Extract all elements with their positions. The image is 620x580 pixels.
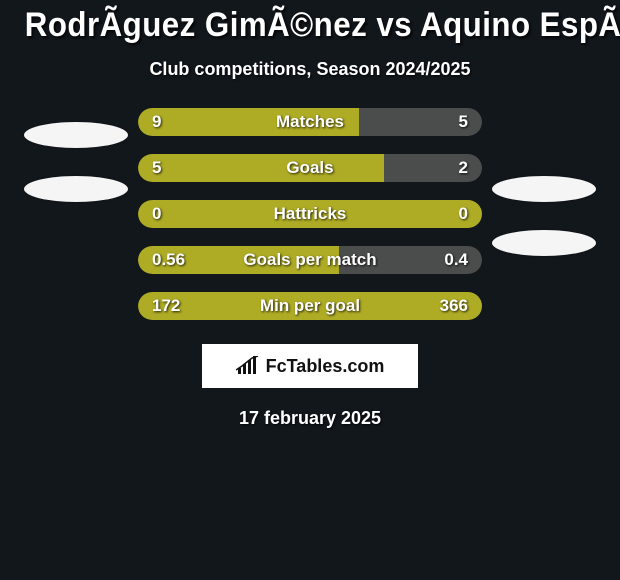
stat-value-player-b: 2 <box>459 154 468 182</box>
stat-value-player-b: 366 <box>440 292 468 320</box>
bars-column: Matches95Goals52Hattricks00Goals per mat… <box>138 108 482 320</box>
stat-value-player-a: 0.56 <box>152 246 185 274</box>
stat-value-player-a: 172 <box>152 292 180 320</box>
page-subtitle: Club competitions, Season 2024/2025 <box>0 59 620 80</box>
stat-label: Min per goal <box>138 292 482 320</box>
stat-bar: Matches9 5 <box>138 108 482 136</box>
stat-bar: Goals5 2 <box>138 154 482 182</box>
stat-bar: Hattricks0 0 <box>138 200 482 228</box>
stat-bar: Min per goal172 366 <box>138 292 482 320</box>
stat-value-player-b: 0.4 <box>444 246 468 274</box>
player-b-images <box>482 108 606 270</box>
stat-bar: Goals per match0.56 0.4 <box>138 246 482 274</box>
stat-label: Hattricks <box>138 200 482 228</box>
bar-chart-icon <box>236 356 260 376</box>
player-a-club-logo <box>24 122 128 148</box>
player-a-images <box>14 108 138 216</box>
comparison-chart: Matches95Goals52Hattricks00Goals per mat… <box>0 108 620 320</box>
stat-value-player-b: 0 <box>459 200 468 228</box>
date-label: 17 february 2025 <box>0 408 620 429</box>
source-logo: FcTables.com <box>202 344 418 388</box>
stat-value-player-b: 5 <box>459 108 468 136</box>
player-b-club-logo <box>492 176 596 202</box>
stat-label: Goals per match <box>138 246 482 274</box>
stat-value-player-a: 9 <box>152 108 161 136</box>
source-logo-text: FcTables.com <box>266 356 385 377</box>
player-b-photo <box>492 230 596 256</box>
stat-label: Matches <box>138 108 482 136</box>
page-title: RodrÃ­guez GimÃ©nez vs Aquino EspÃ­nola <box>25 6 595 45</box>
stat-value-player-a: 5 <box>152 154 161 182</box>
stat-value-player-a: 0 <box>152 200 161 228</box>
player-a-photo <box>24 176 128 202</box>
stat-label: Goals <box>138 154 482 182</box>
